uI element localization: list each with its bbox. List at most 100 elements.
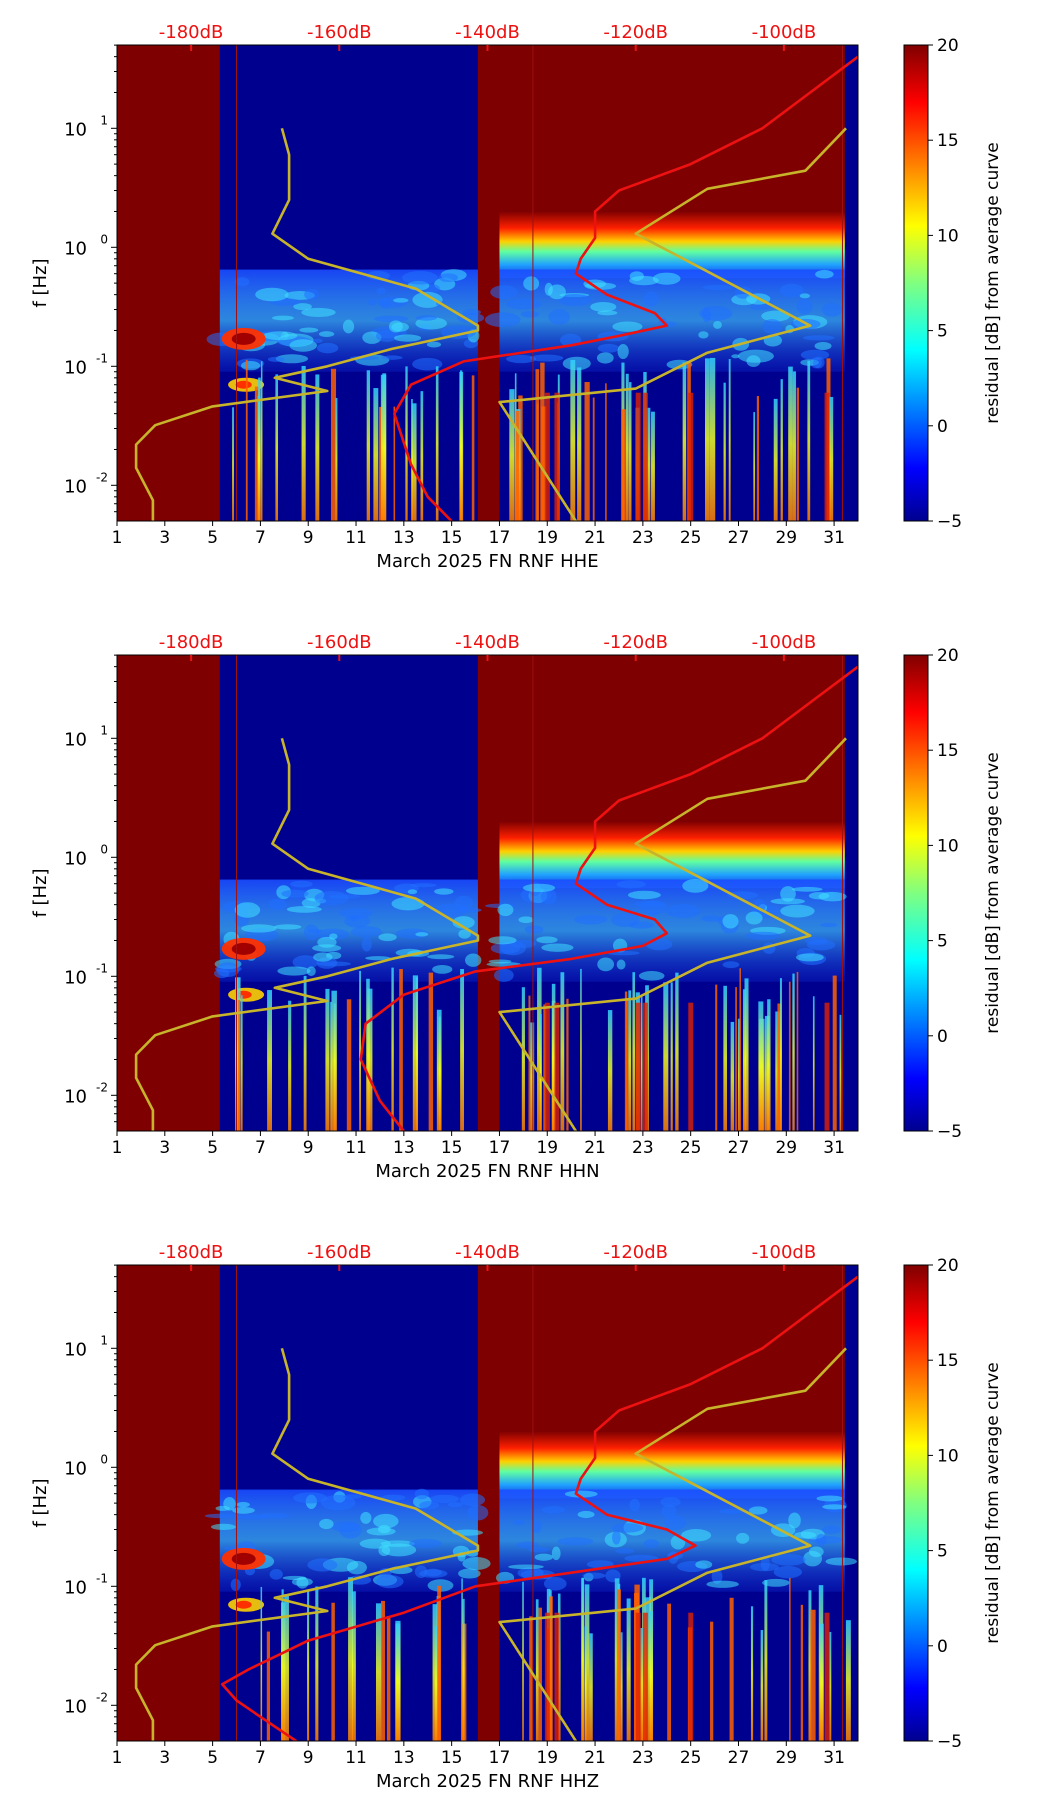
x-tick-label: 31 — [823, 1748, 845, 1768]
noise-blob — [391, 897, 425, 911]
noise-blob — [434, 888, 454, 895]
top-axis-label: -160dB — [307, 632, 372, 653]
transient-spike — [824, 1612, 830, 1741]
colorbar-tick-label: 15 — [937, 1351, 959, 1371]
x-tick-label: 1 — [112, 1138, 123, 1158]
noise-blob — [722, 914, 739, 929]
noise-blob — [394, 334, 422, 342]
noise-blob — [695, 1560, 713, 1569]
noise-blob — [456, 312, 485, 324]
noise-blob — [711, 1569, 723, 1584]
transient-spike — [260, 361, 263, 521]
noise-blob — [536, 936, 558, 944]
transient-spike — [709, 357, 716, 521]
noise-blob — [558, 294, 592, 307]
noise-blob — [548, 284, 566, 300]
noise-blob — [255, 287, 289, 302]
noise-blob — [415, 932, 429, 937]
noise-blob — [263, 331, 298, 341]
transient-spike — [621, 409, 626, 521]
noise-blob — [493, 968, 514, 982]
noise-blob — [800, 349, 830, 361]
transient-spike — [753, 412, 756, 521]
noise-blob — [462, 1556, 491, 1570]
noise-blob — [597, 957, 615, 972]
top-axis-label: -140dB — [455, 632, 520, 653]
transient-spike — [730, 1021, 735, 1131]
noise-blob — [548, 309, 570, 325]
noise-blob — [534, 1553, 553, 1561]
top-axis-label: -120dB — [603, 22, 668, 43]
noise-blob — [773, 1565, 802, 1579]
transient-spike — [773, 398, 778, 521]
storm-core — [231, 942, 256, 955]
noise-blob — [780, 904, 815, 918]
noise-blob — [304, 924, 320, 940]
x-tick-label: 23 — [632, 528, 654, 548]
transient-spike — [723, 985, 727, 1131]
transient-spike — [845, 1620, 851, 1741]
colorbar-tick-label: −5 — [937, 512, 962, 532]
noise-blob — [500, 940, 527, 956]
noise-blob — [230, 1578, 241, 1592]
noise-blob — [661, 1504, 677, 1518]
transient-spike — [764, 1580, 768, 1741]
microseism-band — [499, 211, 845, 279]
x-tick-label: 17 — [489, 528, 511, 548]
peterson-noise-model-right — [498, 737, 847, 1131]
noise-blob — [360, 1511, 372, 1524]
noise-blob — [701, 915, 722, 922]
transient-spike — [646, 407, 651, 521]
noise-blob — [366, 270, 390, 281]
x-tick-label: 27 — [728, 1138, 750, 1158]
transient-spike — [560, 972, 565, 1131]
noise-blob — [517, 1567, 544, 1579]
transient-spike — [538, 1607, 542, 1741]
transient-spike — [541, 406, 547, 521]
transient-spike — [515, 410, 520, 521]
noise-blob — [796, 298, 813, 315]
noise-blob — [268, 898, 287, 911]
x-tick-label: 15 — [441, 1748, 463, 1768]
noise-blob — [240, 360, 261, 371]
noise-blob — [616, 959, 626, 970]
transient-spike — [373, 388, 379, 521]
colorbar-tick-label: 20 — [937, 36, 959, 56]
noise-blob — [490, 285, 518, 300]
noise-blob — [373, 1513, 399, 1529]
noise-blob — [731, 354, 740, 359]
transient-spike — [620, 1632, 623, 1741]
noise-blob — [274, 924, 302, 930]
noise-blob — [281, 889, 309, 898]
transient-spike — [808, 1590, 812, 1741]
transient-spike — [792, 973, 795, 1131]
transient-spike — [710, 1621, 714, 1741]
colorbar-tick-label: 10 — [937, 836, 959, 856]
transient-spike — [551, 983, 556, 1131]
noise-blob — [780, 886, 796, 902]
noise-blob — [377, 1524, 391, 1534]
noise-blob — [373, 315, 409, 323]
x-tick-label: 1 — [112, 528, 123, 548]
noise-blob — [799, 293, 811, 299]
x-tick-label: 7 — [255, 1748, 266, 1768]
noise-blob — [643, 1539, 659, 1549]
y-tick-exponent: 0 — [100, 1452, 108, 1466]
transient-spike — [307, 1589, 310, 1741]
noise-blob — [293, 1492, 328, 1504]
noise-blob — [438, 273, 458, 283]
transient-spike — [824, 1002, 830, 1131]
top-axis-label: -160dB — [307, 22, 372, 43]
transient-spike — [639, 1627, 646, 1741]
noise-blob — [522, 883, 556, 893]
x-axis-label: March 2025 FN RNF HHE — [376, 551, 598, 572]
noise-blob — [313, 338, 323, 343]
noise-blob — [434, 903, 468, 918]
noise-blob — [520, 311, 540, 318]
colorbar-tick-label: −5 — [937, 1732, 962, 1752]
microseism-band — [499, 821, 845, 889]
noise-blob — [638, 900, 667, 915]
noise-blob — [296, 1576, 309, 1589]
transient-spike — [428, 972, 434, 1131]
transient-spike — [386, 1616, 391, 1741]
